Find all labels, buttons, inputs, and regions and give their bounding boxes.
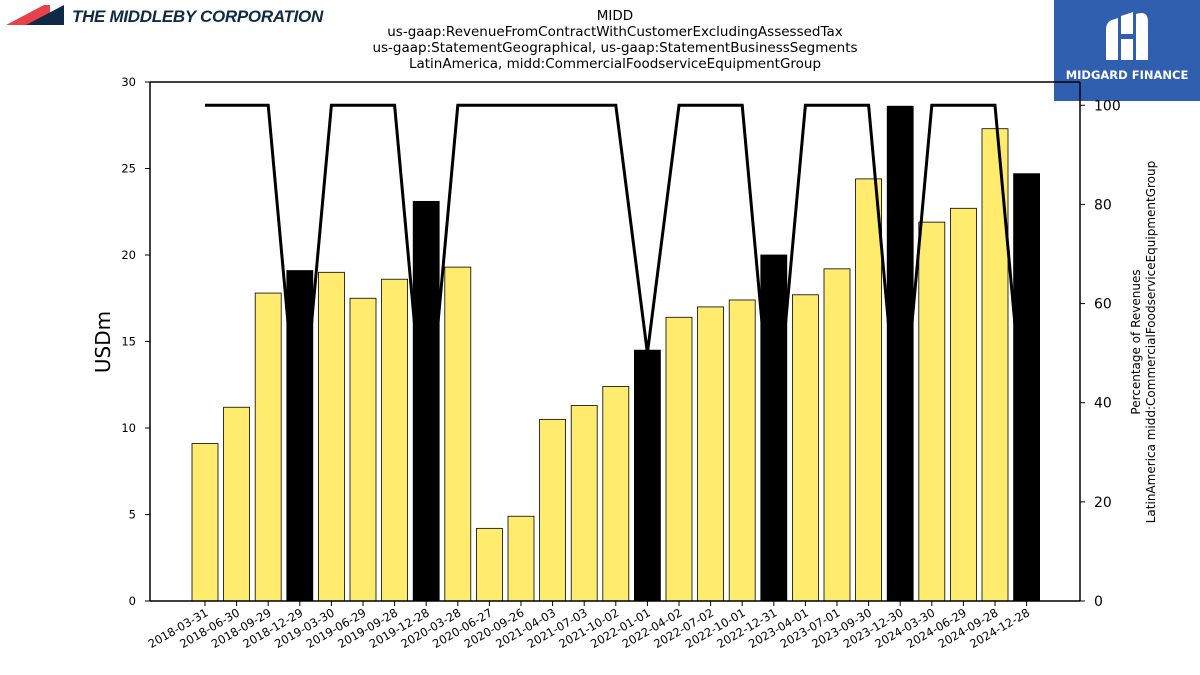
bar — [1013, 173, 1040, 602]
y2-tick-label: 40 — [1094, 396, 1112, 412]
middleby-logo-icon — [6, 5, 64, 25]
bar — [665, 316, 693, 602]
bar — [728, 299, 756, 602]
bar — [317, 271, 345, 602]
bar — [539, 418, 566, 602]
y-tick-label: 30 — [121, 75, 136, 89]
bar — [475, 527, 503, 602]
bar — [191, 443, 219, 602]
chart-title-line: LatinAmerica, midd:CommercialFoodservice… — [408, 56, 822, 72]
y2-tick-label: 60 — [1094, 297, 1112, 313]
bar — [950, 207, 977, 602]
chart-title-line: us-gaap:RevenueFromContractWithCustomerE… — [387, 24, 843, 40]
chart-title: MIDD us-gaap:RevenueFromContractWithCust… — [315, 8, 915, 72]
y2-tick-label: 0 — [1094, 594, 1103, 610]
bar — [254, 292, 282, 602]
chart-title-line: us-gaap:StatementGeographical, us-gaap:S… — [372, 40, 858, 56]
bar — [918, 221, 946, 602]
y2-axis-label: Percentage of Revenues — [1129, 269, 1143, 414]
bar — [349, 297, 377, 602]
midgard-monogram-icon — [1106, 12, 1148, 60]
midgard-finance-logo-text: MIDGARD FINANCE — [1065, 68, 1189, 82]
chart-title-line: MIDD — [596, 8, 634, 24]
bar — [507, 515, 535, 602]
bar — [760, 254, 788, 602]
percentage-line-series — [205, 103, 1029, 453]
y2-tick-label: 20 — [1094, 495, 1112, 511]
y2-tick-label: 100 — [1094, 98, 1121, 114]
bar — [697, 306, 724, 602]
bar — [981, 128, 1009, 602]
bar — [792, 294, 819, 602]
middleby-logo: THE MIDDLEBY CORPORATION — [6, 5, 323, 29]
bar — [381, 278, 409, 602]
y-tick-label: 0 — [129, 594, 136, 608]
bar — [412, 200, 440, 602]
y2-tick-label: 80 — [1094, 197, 1112, 213]
bar — [602, 386, 630, 602]
y2-axis-label: LatinAmerica midd:CommercialFoodserviceE… — [1144, 161, 1158, 524]
y-tick-label: 20 — [121, 248, 136, 262]
bar — [570, 405, 598, 602]
y-axis-label: USDm — [91, 311, 115, 373]
bar — [823, 268, 851, 602]
middleby-logo-text: THE MIDDLEBY CORPORATION — [72, 7, 323, 26]
bar — [444, 266, 472, 602]
bar-series — [191, 105, 1040, 602]
bar — [223, 406, 251, 602]
midgard-finance-logo: MIDGARD FINANCE — [1054, 0, 1200, 101]
bar — [634, 349, 661, 602]
y-tick-label: 10 — [121, 421, 136, 435]
bar — [855, 178, 882, 602]
y-tick-label: 25 — [121, 162, 136, 176]
y-tick-label: 15 — [121, 335, 136, 349]
y-tick-label: 5 — [129, 508, 136, 522]
percentage-line — [205, 103, 1029, 453]
